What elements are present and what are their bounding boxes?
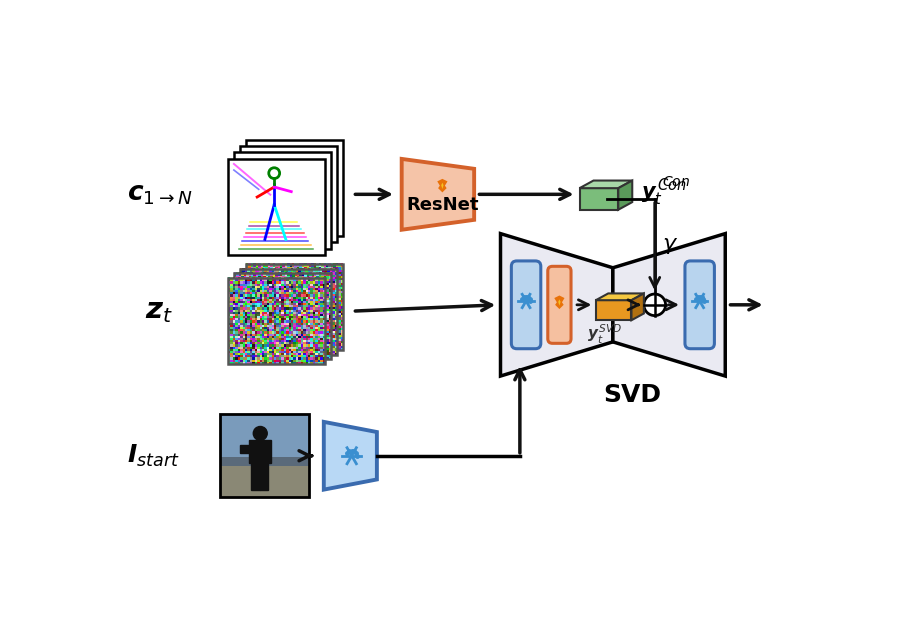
FancyBboxPatch shape [547,266,571,344]
Polygon shape [500,234,612,376]
Text: $\boldsymbol{I}_{start}$: $\boldsymbol{I}_{start}$ [126,443,180,469]
Circle shape [253,426,267,440]
Text: $\gamma$: $\gamma$ [662,236,678,256]
FancyBboxPatch shape [684,261,713,349]
Polygon shape [595,300,631,320]
Polygon shape [437,179,447,192]
FancyBboxPatch shape [219,414,309,460]
Polygon shape [579,188,618,210]
Polygon shape [401,159,474,230]
Polygon shape [249,440,271,463]
Text: $\boldsymbol{c}_{1\rightarrow N}$: $\boldsymbol{c}_{1\rightarrow N}$ [126,181,192,207]
Polygon shape [579,180,631,188]
Text: SVD: SVD [602,382,660,406]
Text: $\boldsymbol{y}_t^{\,\mathit{SVD}}$: $\boldsymbol{y}_t^{\,\mathit{SVD}}$ [587,323,622,345]
FancyBboxPatch shape [219,466,309,497]
Polygon shape [554,296,563,309]
Text: $\boldsymbol{z}_t$: $\boldsymbol{z}_t$ [145,297,173,325]
Polygon shape [323,422,377,490]
Circle shape [643,294,665,316]
Polygon shape [240,445,251,453]
FancyBboxPatch shape [511,261,540,349]
FancyBboxPatch shape [219,457,309,466]
FancyBboxPatch shape [246,140,343,236]
Polygon shape [595,293,643,300]
Polygon shape [612,234,724,376]
FancyBboxPatch shape [234,153,330,249]
Text: $\boldsymbol{y}_t^{\,\mathit{Con}}$: $\boldsymbol{y}_t^{\,\mathit{Con}}$ [640,177,685,208]
Text: $\mathit{Con}$: $\mathit{Con}$ [662,175,690,189]
Text: ResNet: ResNet [405,196,478,214]
Polygon shape [260,460,267,490]
FancyBboxPatch shape [228,158,324,255]
Polygon shape [441,183,443,189]
FancyBboxPatch shape [240,146,337,242]
Polygon shape [631,293,643,320]
Polygon shape [558,300,560,306]
Polygon shape [618,180,631,210]
Polygon shape [251,463,260,490]
